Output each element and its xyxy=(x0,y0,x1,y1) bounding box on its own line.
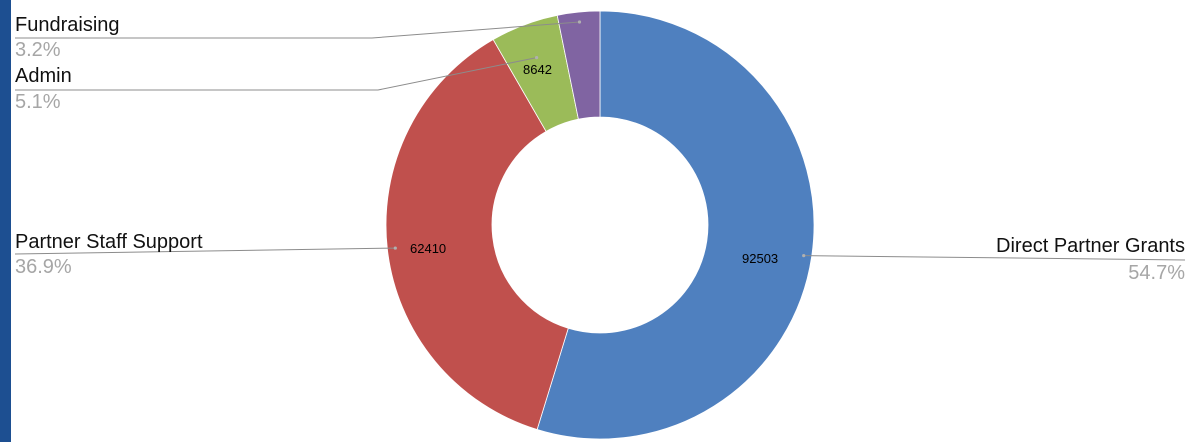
leader-line-direct-partner-grants xyxy=(803,255,1186,261)
legend-label-admin: Admin xyxy=(15,65,72,87)
leader-dot-partner-staff-support xyxy=(393,246,397,250)
left-accent-bar xyxy=(0,0,11,442)
percent-label-admin: 5.1% xyxy=(15,91,61,113)
value-label-admin: 8642 xyxy=(523,62,552,77)
legend-label-fundraising: Fundraising xyxy=(15,14,120,36)
value-label-partner-staff-support: 62410 xyxy=(410,241,446,256)
percent-label-direct-partner-grants: 54.7% xyxy=(1128,262,1185,284)
leader-line-partner-staff-support xyxy=(14,247,396,255)
percent-label-fundraising: 3.2% xyxy=(15,39,61,61)
leader-line-fundraising xyxy=(15,21,580,39)
donut-slices xyxy=(385,10,815,440)
value-label-direct-partner-grants: 92503 xyxy=(742,251,778,266)
leader-dot-admin xyxy=(535,55,539,60)
leader-line-admin xyxy=(15,57,537,91)
leader-lines xyxy=(14,20,1186,261)
legend-label-partner-staff-support: Partner Staff Support xyxy=(15,231,203,253)
donut-slice-direct-partner-grants xyxy=(536,10,815,440)
donut-slice-fundraising xyxy=(556,10,601,120)
leader-dot-fundraising xyxy=(577,20,582,24)
donut-slice-partner-staff-support xyxy=(385,39,569,431)
legend-label-direct-partner-grants: Direct Partner Grants xyxy=(996,235,1185,257)
leader-dot-direct-partner-grants xyxy=(802,254,806,258)
percent-label-partner-staff-support: 36.9% xyxy=(15,256,72,278)
